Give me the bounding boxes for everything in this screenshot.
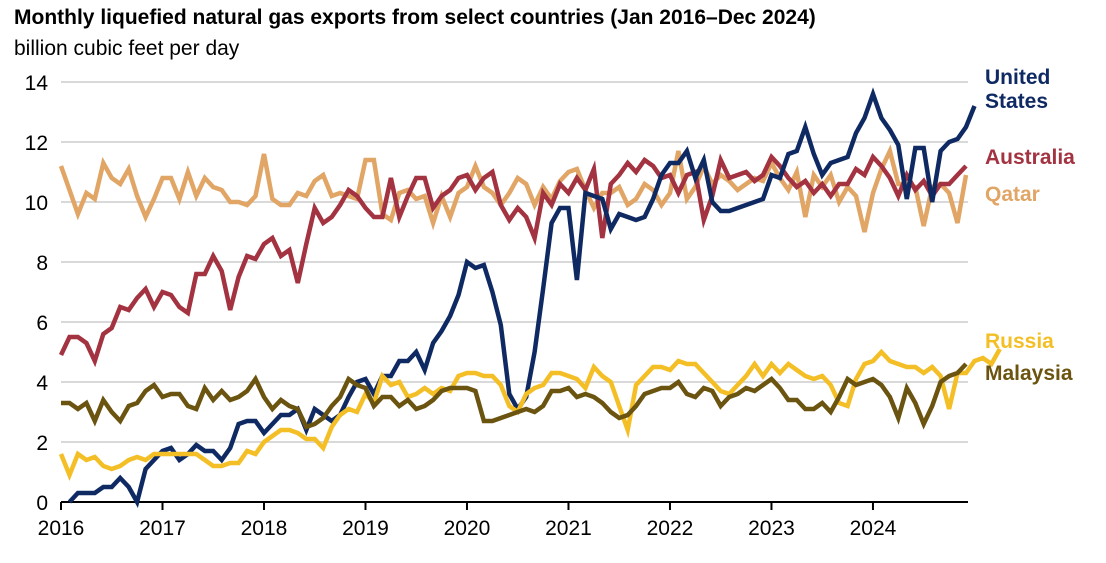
y-tick-label: 10 bbox=[25, 192, 48, 215]
x-tick-label: 2022 bbox=[647, 517, 694, 540]
legend-label-line: Russia bbox=[985, 330, 1054, 353]
x-tick-label: 2021 bbox=[545, 517, 592, 540]
legend-label-line: United bbox=[985, 66, 1050, 89]
x-tick-label: 2019 bbox=[342, 517, 389, 540]
y-tick-label: 6 bbox=[36, 312, 48, 335]
x-tick-label: 2020 bbox=[444, 517, 491, 540]
series-lines bbox=[58, 87, 1002, 508]
x-tick-label: 2018 bbox=[241, 517, 288, 540]
x-tick-label: 2023 bbox=[748, 517, 795, 540]
legend-label-line: States bbox=[985, 90, 1048, 113]
y-axis-unit-label: billion cubic feet per day bbox=[14, 37, 240, 60]
legend-label-russia: Russia bbox=[985, 330, 1054, 353]
legend-label-qatar: Qatar bbox=[985, 183, 1040, 206]
y-tick-label: 14 bbox=[25, 72, 49, 95]
legend-label-malaysia: Malaysia bbox=[985, 362, 1073, 385]
y-axis-ticks: 0 2 4 6 8 10 12 14 bbox=[25, 72, 49, 515]
series-line-united-states bbox=[67, 87, 977, 508]
x-tick-label: 2017 bbox=[139, 517, 186, 540]
gridlines bbox=[61, 81, 968, 443]
series-line-russia bbox=[58, 347, 1002, 482]
legend-label-line: Qatar bbox=[985, 183, 1040, 206]
legend-label-united-states: United States bbox=[985, 66, 1050, 113]
x-axis: 2016 2017 2018 2019 2020 2021 2022 2023 2024 bbox=[38, 501, 968, 540]
y-tick-label: 12 bbox=[25, 132, 48, 155]
y-tick-label: 8 bbox=[36, 252, 48, 275]
x-tick-label: 2024 bbox=[850, 517, 897, 540]
y-tick-label: 2 bbox=[36, 432, 48, 455]
chart-title: Monthly liquefied natural gas exports fr… bbox=[14, 6, 816, 29]
y-tick-label: 4 bbox=[36, 372, 48, 395]
legend: Qatar Australia United States Russia Malaysia bbox=[985, 66, 1075, 385]
legend-label-line: Australia bbox=[985, 146, 1075, 169]
y-tick-label: 0 bbox=[36, 492, 48, 515]
legend-label-australia: Australia bbox=[985, 146, 1075, 169]
series-line-qatar bbox=[58, 144, 969, 233]
legend-label-line: Malaysia bbox=[985, 362, 1073, 385]
x-tick-label: 2016 bbox=[38, 517, 85, 540]
series-line-australia bbox=[58, 153, 968, 368]
series-line-malaysia bbox=[61, 362, 968, 430]
